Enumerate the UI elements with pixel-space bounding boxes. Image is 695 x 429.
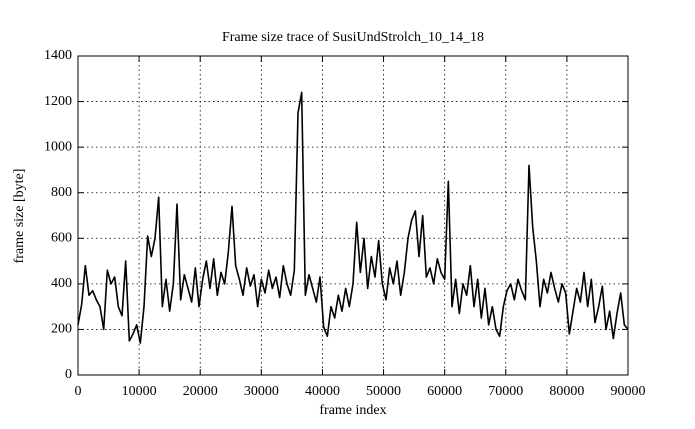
y-tick-label: 1000 — [44, 139, 72, 154]
x-tick-label: 40000 — [305, 384, 340, 399]
x-tick-label: 90000 — [611, 384, 646, 399]
x-axis-label: frame index — [319, 403, 386, 418]
trace-line — [77, 91, 629, 344]
y-tick-label: 1200 — [44, 94, 72, 109]
y-tick-label: 0 — [65, 367, 72, 382]
plot-frame — [77, 55, 629, 376]
chart-title: Frame size trace of SusiUndStrolch_10_14… — [222, 30, 484, 45]
x-tick-label: 10000 — [122, 384, 157, 399]
y-axis-label: frame size [byte] — [12, 169, 27, 264]
y-tick-label: 800 — [51, 185, 72, 200]
x-tick-label: 30000 — [244, 384, 279, 399]
x-tick-label: 50000 — [366, 384, 401, 399]
y-tick-label: 400 — [51, 276, 72, 291]
y-tick-label: 1400 — [44, 48, 72, 63]
x-tick-label: 60000 — [427, 384, 462, 399]
x-tick-label: 20000 — [183, 384, 218, 399]
x-tick-label: 0 — [75, 384, 82, 399]
x-tick-label: 70000 — [488, 384, 523, 399]
x-tick-label: 80000 — [549, 384, 584, 399]
y-tick-label: 600 — [51, 231, 72, 246]
y-tick-label: 200 — [51, 322, 72, 337]
